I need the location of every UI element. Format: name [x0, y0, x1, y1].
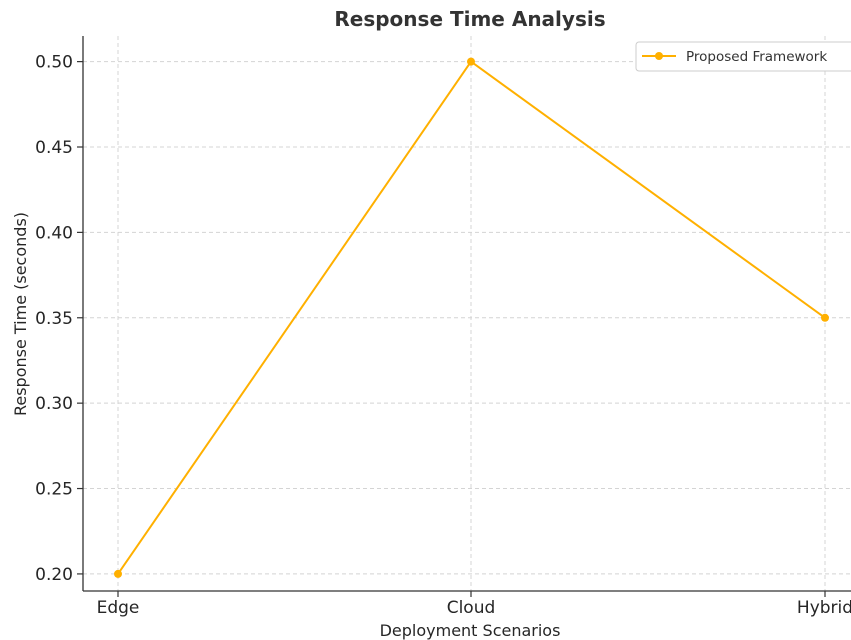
x-tick-label: Hybrid	[797, 598, 851, 618]
axes-layer	[82, 36, 851, 592]
legend-point-marker	[655, 52, 663, 60]
y-tick-label: 0.45	[35, 138, 73, 158]
y-tick-label: 0.30	[35, 394, 73, 414]
y-axis-label: Response Time (seconds)	[11, 212, 30, 416]
data-point	[467, 57, 475, 66]
ticks-layer: 0.20 0.25 0.30 0.35 0.40 0.45 0.50 Edge Cloud Hyb…	[35, 53, 851, 618]
legend-label: Proposed Framework	[686, 49, 827, 65]
y-tick-label: 0.20	[35, 565, 73, 585]
chart-title: Response Time Analysis	[334, 7, 605, 31]
y-tick-label: 0.50	[35, 53, 73, 73]
x-axis-label: Deployment Scenarios	[380, 621, 561, 640]
y-tick-label: 0.40	[35, 223, 73, 243]
legend-box	[635, 41, 851, 72]
grid-layer	[83, 36, 851, 591]
series-layer	[114, 57, 829, 578]
x-tick-label: Cloud	[447, 598, 496, 618]
data-point	[821, 313, 829, 322]
data-point	[114, 569, 122, 578]
x-tick-label: Edge	[97, 598, 140, 618]
y-tick-label: 0.25	[35, 480, 73, 500]
y-tick-label: 0.35	[35, 309, 73, 329]
legend: Proposed Framework	[635, 41, 851, 72]
